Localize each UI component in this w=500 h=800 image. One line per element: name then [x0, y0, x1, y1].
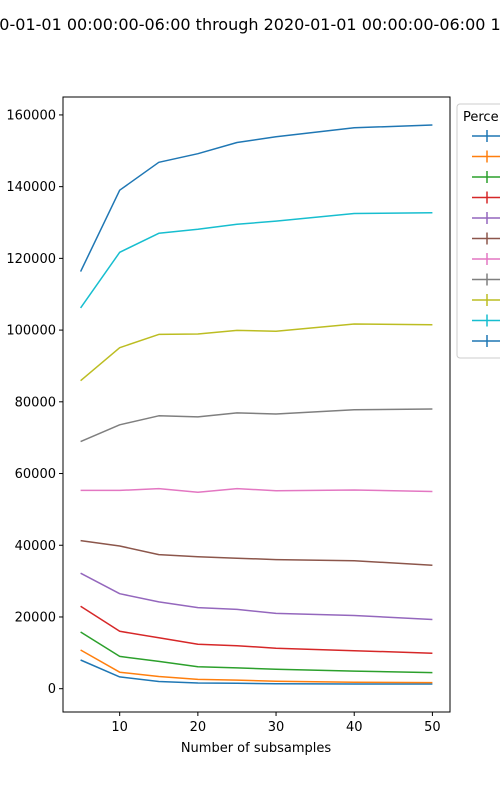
legend-entries: [472, 130, 500, 347]
y-tick-label: 60000: [15, 467, 56, 482]
legend-entry-1: [472, 130, 500, 142]
series-line-4: [80, 605, 433, 654]
y-tick-label: 140000: [6, 180, 56, 195]
legend-frame: [456, 103, 500, 359]
series-line-1: [80, 659, 433, 685]
y-tick-label: 20000: [15, 610, 56, 625]
plot-frame: [62, 96, 451, 713]
legend-entry-5: [472, 212, 500, 224]
legend-entry-11: [472, 335, 500, 347]
x-tick-label: 20: [190, 720, 207, 735]
legend-entry-4: [472, 191, 500, 204]
plot-lines: [79, 124, 433, 685]
series-line-7: [80, 487, 433, 493]
series-line-3: [80, 631, 433, 674]
legend-entry-10: [472, 314, 500, 327]
legend-title: Perce: [463, 110, 499, 125]
y-tick-label: 40000: [15, 539, 56, 554]
x-tick-label: 40: [346, 720, 363, 735]
y-tick-label: 100000: [6, 324, 56, 339]
x-tick-label: 50: [424, 720, 441, 735]
series-line-5: [80, 572, 433, 621]
y-tick-label: 160000: [6, 108, 56, 123]
y-tick-label: 80000: [15, 395, 56, 410]
chart-title: 2020-01-01 00:00:00-06:00 through 2020-0…: [0, 15, 500, 34]
legend-entry-6: [472, 232, 500, 245]
x-tick-label: 30: [268, 720, 285, 735]
series-line-10: [79, 212, 433, 309]
y-axis-ticks: 0 20000 40000 60000 80000 100000 120000 140000 1…: [6, 108, 63, 697]
series-line-8: [80, 408, 433, 443]
legend: Perce: [456, 103, 500, 359]
series-line-6: [80, 539, 433, 567]
y-tick-label: 120000: [6, 252, 56, 267]
series-line-9: [80, 323, 433, 382]
legend-entry-3: [472, 171, 500, 183]
x-tick-label: 10: [111, 720, 128, 735]
legend-entry-2: [472, 150, 500, 163]
legend-entry-8: [472, 273, 500, 286]
legend-entry-9: [472, 294, 500, 306]
series-line-11: [79, 124, 433, 272]
y-tick-label: 0: [48, 682, 56, 697]
series-line-2: [80, 649, 433, 684]
legend-entry-7: [472, 253, 500, 265]
x-axis-ticks: 10 20 30 40 50: [111, 712, 441, 735]
x-axis-label: Number of subsamples: [181, 741, 332, 756]
